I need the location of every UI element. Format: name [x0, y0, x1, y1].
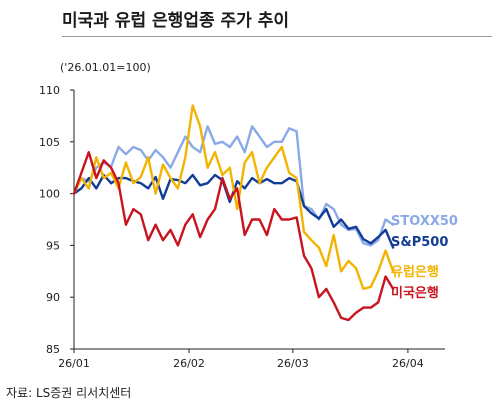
- title-underline: [62, 36, 492, 37]
- y-tick-label: 105: [39, 136, 60, 149]
- y-tick-label: 110: [39, 84, 60, 97]
- series-line-미국은행: [72, 150, 395, 322]
- y-tick-label: 95: [46, 239, 60, 252]
- x-tick-label: 26/02: [173, 357, 205, 370]
- chart-axes: 85 90 95 100 105 110 26/01 26/02 26/03 26/04: [39, 84, 445, 370]
- x-tick-label: 26/03: [277, 357, 309, 370]
- series-line-유럽은행: [72, 104, 395, 291]
- x-tick-label: 26/01: [58, 357, 90, 370]
- chart-series: [72, 104, 395, 322]
- legend-label: STOXX50: [391, 214, 458, 229]
- y-tick-label: 90: [46, 291, 60, 304]
- legend-label: S&P500: [391, 235, 448, 250]
- legend-label: 미국은행: [391, 285, 439, 301]
- y-tick-label: 85: [46, 343, 60, 356]
- source-note: 자료: LS증권 리서치센터: [6, 386, 132, 400]
- y-tick-label: 100: [39, 188, 60, 201]
- x-tick-label: 26/04: [392, 357, 424, 370]
- unit-note: ('26.01.01=100): [60, 61, 151, 74]
- chart-title: 미국과 유럽 은행업종 주가 추이: [62, 11, 289, 31]
- legend-label: 유럽은행: [391, 264, 439, 280]
